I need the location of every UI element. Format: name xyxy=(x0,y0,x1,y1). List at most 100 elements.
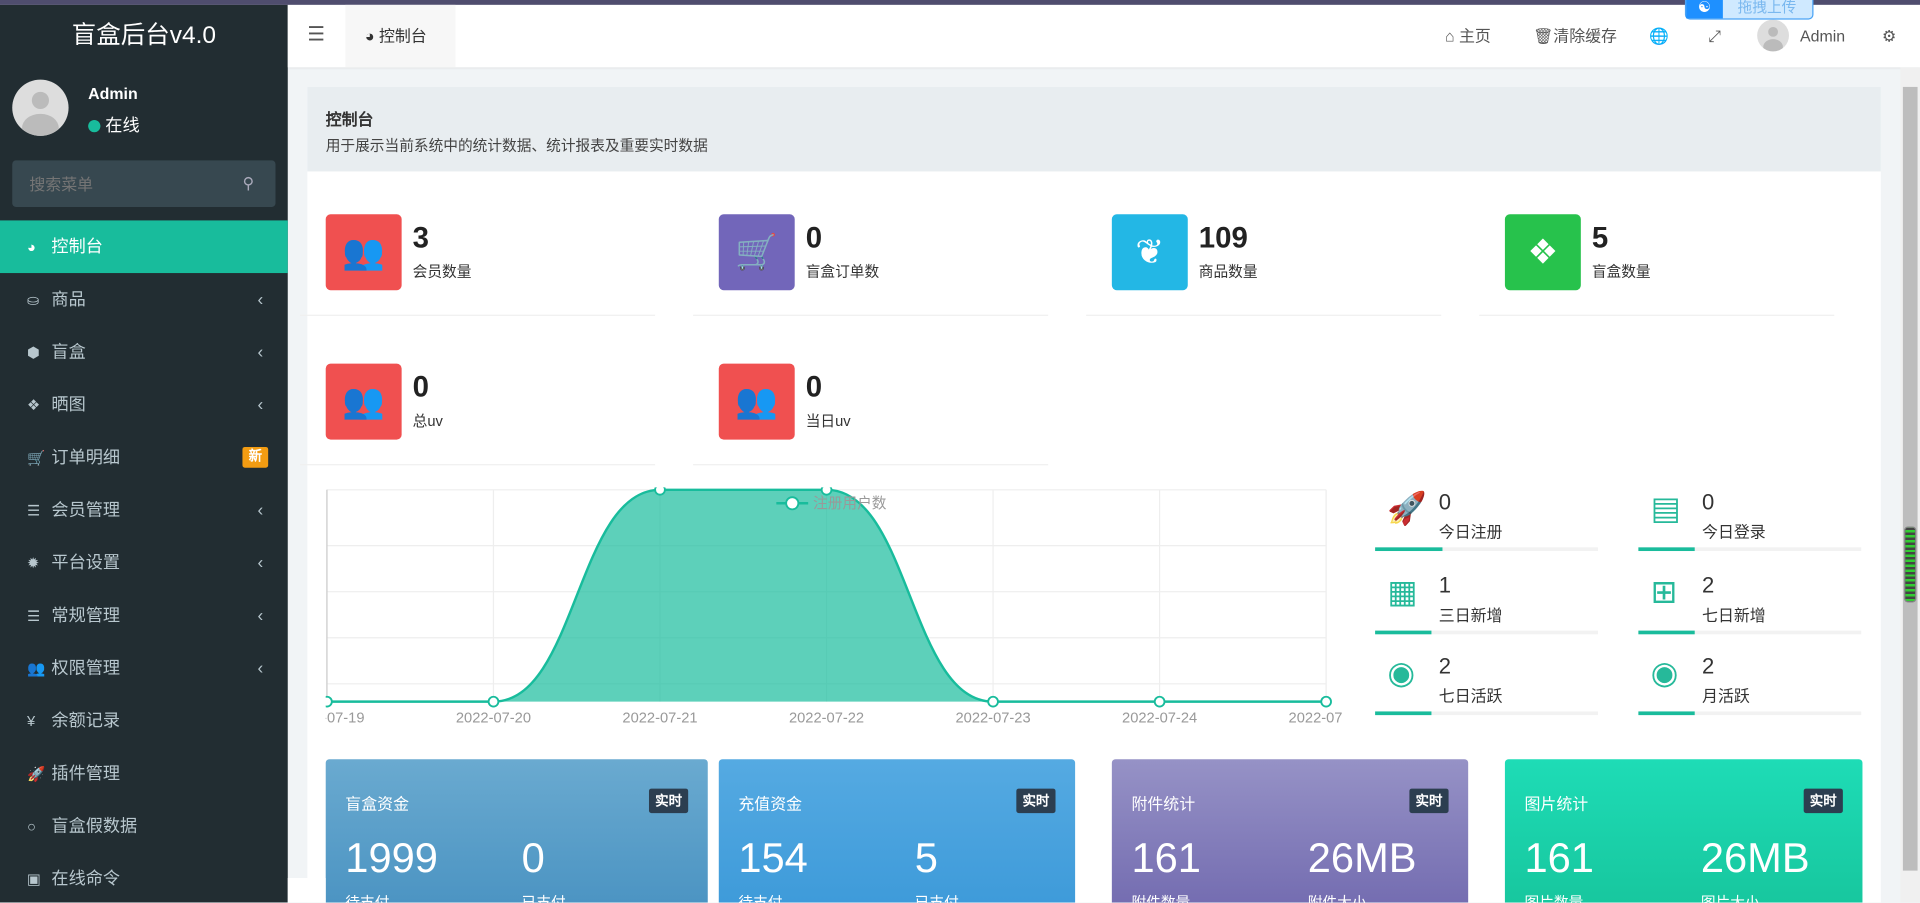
avatar xyxy=(12,79,69,136)
sidebar-item-10[interactable]: 🚀 插件管理 xyxy=(0,747,288,800)
realtime-badge: 实时 xyxy=(1016,788,1056,814)
data-point xyxy=(1153,695,1166,708)
yen-icon: ¥ xyxy=(26,712,36,730)
rocket-icon: 🚀 xyxy=(1387,489,1428,527)
new-badge: 新 xyxy=(242,446,269,468)
drag-upload-widget[interactable]: ☯ 拖拽上传 xyxy=(1684,0,1814,20)
dropbox-icon: ❖ xyxy=(26,396,41,414)
online-dot-icon xyxy=(88,120,101,133)
settings-gears-icon[interactable]: ⚙ xyxy=(1882,26,1897,46)
side-stat: ▦ 1 三日新增 xyxy=(1375,571,1598,635)
x-tick-label: 2022-07-19 xyxy=(326,710,365,726)
shopping-bag-icon: ⛀ xyxy=(26,291,40,309)
sidebar-item-4[interactable]: 🛒 订单明细 新 xyxy=(0,431,288,484)
side-stat: ▤ 0 今日登录 xyxy=(1638,487,1862,552)
clear-cache-button[interactable]: 🗑清除缓存 xyxy=(1533,26,1617,46)
chevron-left-icon: ‹ xyxy=(257,604,264,625)
data-point xyxy=(1320,695,1332,708)
circle-icon: ○ xyxy=(26,817,36,836)
stat-card: 👥 3 会员数量 xyxy=(300,214,656,316)
page-subtitle: 用于展示当前系统中的统计数据、统计报表及重要实时数据 xyxy=(325,137,708,155)
sidebar-item-0[interactable]: ◕ 控制台 xyxy=(0,220,288,274)
data-point xyxy=(487,695,500,708)
progress-bar xyxy=(1375,547,1598,552)
progress-bar xyxy=(1638,711,1862,716)
window-top-strip xyxy=(0,0,1920,5)
database-icon: ☰ xyxy=(26,607,41,625)
sidebar-item-9[interactable]: ¥ 余额记录 xyxy=(0,694,288,747)
header-avatar[interactable] xyxy=(1757,19,1789,52)
app-logo[interactable]: 盲盒后台v4.0 xyxy=(71,22,217,49)
side-stat: ⊞ 2 七日新增 xyxy=(1638,571,1862,635)
sidebar: 盲盒后台v4.0 Admin 在线 ⚲ ◕控制台 ⛀商品 ‹ ⬢盲盒 ‹ ❖晒图… xyxy=(0,4,288,903)
sidebar-item-2[interactable]: ⬢ 盲盒 ‹ xyxy=(0,326,288,379)
user-circle-icon: ◉ xyxy=(1650,653,1679,691)
users-icon: 👥 xyxy=(325,363,402,440)
sidebar-item-8[interactable]: 👥 权限管理 ‹ xyxy=(0,642,288,695)
summary-card: 附件统计 实时 161 26MB 附件数量 附件大小 xyxy=(1111,759,1469,903)
realtime-badge: 实时 xyxy=(1409,788,1449,814)
user-name: Admin xyxy=(88,84,138,103)
overlay-fragment xyxy=(287,877,326,903)
home-icon: ⌂ xyxy=(1444,26,1459,46)
sidebar-item-12[interactable]: ▣ 在线命令 xyxy=(0,852,288,902)
header-user-name[interactable]: Admin xyxy=(1800,26,1846,46)
sidebar-item-11[interactable]: ○ 盲盒假数据 xyxy=(0,800,288,853)
translate-icon[interactable]: 🌐 xyxy=(1649,26,1670,46)
cart-icon: 🛒 xyxy=(26,449,46,467)
dashboard-icon: ◕ xyxy=(364,26,379,46)
summary-card: 图片统计 实时 161 26MB 图片数量 图片大小 xyxy=(1504,759,1863,903)
progress-bar xyxy=(1375,711,1598,716)
calendar-plus-icon: ⊞ xyxy=(1650,573,1678,610)
stat-card: 👥 0 当日uv xyxy=(693,363,1049,466)
side-stat: ◉ 2 月活跃 xyxy=(1638,651,1862,716)
realtime-badge: 实时 xyxy=(1803,788,1843,814)
stat-card: ❖ 5 盲盒数量 xyxy=(1479,214,1835,316)
realtime-badge: 实时 xyxy=(648,788,689,814)
chevron-left-icon: ‹ xyxy=(257,288,264,309)
dashboard-icon: ◕ xyxy=(26,238,36,256)
tab-dashboard[interactable]: ◕ 控制台 xyxy=(345,4,456,68)
dropbox-icon: ❖ xyxy=(1504,214,1581,291)
sidebar-item-3[interactable]: ❖ 晒图 ‹ xyxy=(0,378,288,431)
id-card-icon: ▤ xyxy=(1650,489,1681,527)
search-icon[interactable]: ⚲ xyxy=(242,173,255,193)
menu-toggle-icon[interactable]: ☰ xyxy=(307,24,325,46)
calendar-icon: ▦ xyxy=(1387,573,1418,610)
data-point xyxy=(325,695,333,708)
terminal-icon: ▣ xyxy=(26,870,41,888)
legend-label: 注册用户数 xyxy=(813,495,887,512)
rocket-icon: 🚀 xyxy=(26,765,46,783)
scrollbar-thumb[interactable] xyxy=(1904,526,1917,603)
page-title: 控制台 xyxy=(325,110,374,129)
series-area xyxy=(326,489,1327,702)
x-tick-label: 2022-07-24 xyxy=(1122,710,1197,726)
sidebar-item-6[interactable]: ✹ 平台设置 ‹ xyxy=(0,536,288,589)
gear-icon: ✹ xyxy=(26,554,40,572)
panel-header: 控制台 用于展示当前系统中的统计数据、统计报表及重要实时数据 xyxy=(307,86,1881,172)
sidebar-item-1[interactable]: ⛀ 商品 ‹ xyxy=(0,273,288,326)
chevron-left-icon: ‹ xyxy=(257,341,264,362)
x-tick-label: 2022-07-25 xyxy=(1289,710,1342,726)
user-circle-icon: ◉ xyxy=(1387,653,1416,691)
user-status: 在线 xyxy=(88,113,140,137)
scrollbar[interactable] xyxy=(1900,67,1920,903)
stat-card: 🛒 0 盲盒订单数 xyxy=(693,214,1049,316)
sidebar-item-5[interactable]: ☰ 会员管理 ‹ xyxy=(0,484,288,537)
summary-card: 盲盒资金 实时 1999 0 待支付 已支付 xyxy=(325,759,708,903)
stat-card: 👥 0 总uv xyxy=(300,363,656,466)
fullscreen-icon[interactable]: ⤢ xyxy=(1708,26,1721,46)
x-tick-label: 2022-07-20 xyxy=(456,710,531,726)
x-tick-label: 2022-07-23 xyxy=(955,710,1030,726)
data-point xyxy=(987,695,999,708)
menu-search-input[interactable] xyxy=(12,160,276,207)
data-point xyxy=(654,487,666,496)
chevron-left-icon: ‹ xyxy=(257,657,264,678)
cube-icon: ⬢ xyxy=(26,344,40,362)
progress-bar xyxy=(1638,547,1862,552)
leaf-icon: ❦ xyxy=(1111,214,1188,291)
sidebar-item-7[interactable]: ☰ 常规管理 ‹ xyxy=(0,589,288,642)
upload-logo-icon: ☯ xyxy=(1686,0,1723,19)
x-tick-label: 2022-07-22 xyxy=(789,710,864,726)
home-link[interactable]: ⌂ 主页 xyxy=(1444,26,1491,46)
